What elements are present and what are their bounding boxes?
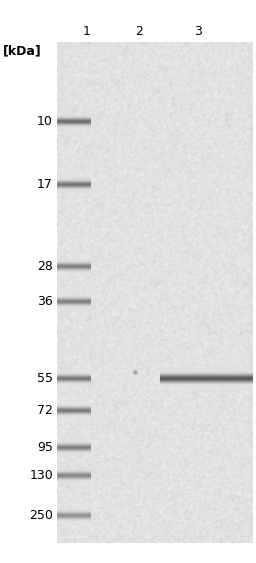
Text: 130: 130 — [29, 469, 53, 482]
Text: 95: 95 — [37, 441, 53, 454]
Text: 55: 55 — [37, 372, 53, 385]
Text: 10: 10 — [37, 115, 53, 128]
Text: 17: 17 — [37, 178, 53, 191]
Text: 250: 250 — [29, 509, 53, 522]
Text: [kDa]: [kDa] — [3, 44, 42, 57]
Text: 3: 3 — [194, 25, 202, 38]
Text: 1: 1 — [82, 25, 90, 38]
Text: 28: 28 — [37, 260, 53, 273]
Text: 36: 36 — [37, 295, 53, 308]
Text: 2: 2 — [135, 25, 143, 38]
Text: 72: 72 — [37, 404, 53, 417]
